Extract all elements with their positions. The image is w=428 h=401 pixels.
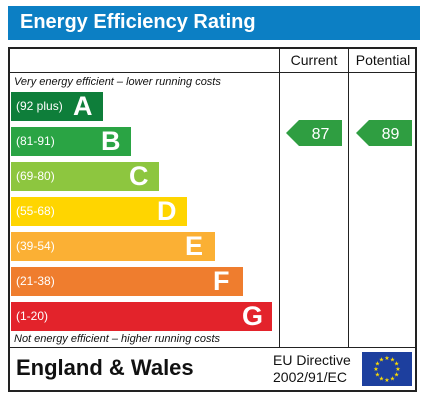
eu-star-icon: ★: [375, 372, 380, 379]
band-a: (92 plus) A: [11, 92, 103, 121]
eu-star-icon: ★: [390, 356, 395, 363]
eu-star-icon: ★: [379, 376, 384, 383]
eu-star-icon: ★: [384, 377, 389, 384]
band-d: (55-68) D: [11, 197, 187, 226]
directive-label: EU Directive 2002/91/EC: [273, 352, 351, 386]
region-label: England & Wales: [16, 355, 194, 380]
column-divider-left: [279, 47, 280, 347]
rating-frame: [8, 47, 417, 392]
band-letter-f: F: [213, 266, 230, 296]
band-g: (1-20) G: [11, 302, 272, 331]
current-arrow-shape: 87: [286, 120, 342, 146]
band-f: (21-38) F: [11, 267, 243, 296]
band-range-e: (39-54): [16, 239, 55, 253]
current-rating-arrow: 87: [286, 120, 342, 146]
band-range-a: (92 plus): [16, 99, 63, 113]
column-divider-right: [348, 47, 349, 347]
band-letter-c: C: [129, 161, 149, 191]
footer-divider: [8, 347, 417, 348]
band-range-d: (55-68): [16, 204, 55, 218]
potential-column-header: Potential: [355, 52, 411, 68]
potential-arrow-polygon: [356, 120, 412, 146]
eu-star-icon: ★: [395, 366, 400, 373]
eu-star-icon: ★: [394, 372, 399, 379]
band-letter-a: A: [73, 91, 93, 121]
potential-rating-value: 89: [382, 126, 400, 143]
current-rating-value: 87: [312, 126, 330, 143]
band-letter-d: D: [157, 196, 177, 226]
band-letter-e: E: [185, 231, 204, 261]
band-range-b: (81-91): [16, 134, 55, 148]
chart-title: Energy Efficiency Rating: [20, 11, 256, 33]
eu-flag-icon: ★ ★ ★ ★ ★ ★ ★ ★ ★ ★ ★ ★: [362, 352, 412, 386]
title-bar: Energy Efficiency Rating: [8, 6, 420, 40]
band-range-f: (21-38): [16, 274, 55, 288]
band-range-c: (69-80): [16, 169, 55, 183]
eu-star-icon: ★: [379, 356, 384, 363]
band-letter-b: B: [101, 126, 121, 156]
band-letter-g: G: [242, 301, 264, 331]
eu-star-icon: ★: [373, 366, 378, 373]
eu-star-icon: ★: [375, 361, 380, 368]
band-range-g: (1-20): [16, 309, 49, 323]
potential-rating-arrow: 89: [356, 120, 412, 146]
band-c: (69-80) C: [11, 162, 159, 191]
current-column-header: Current: [290, 52, 338, 68]
eu-stars-icon: ★★★★★★★★★ ★ ★★: [373, 355, 400, 384]
header-divider: [8, 72, 417, 73]
eu-star-icon: ★: [390, 376, 395, 383]
band-e: (39-54) E: [11, 232, 215, 261]
current-arrow-polygon: [286, 120, 342, 146]
band-b: (81-91) B: [11, 127, 131, 156]
top-note: Very energy efficient – lower running co…: [14, 76, 221, 88]
eu-star-icon: ★: [394, 361, 399, 368]
eu-star-icon: ★: [384, 355, 389, 362]
directive-line-1: EU Directive: [273, 352, 351, 368]
directive-line-2: 2002/91/EC: [273, 369, 347, 385]
bottom-note: Not energy efficient – higher running co…: [14, 333, 221, 345]
potential-arrow-shape: 89: [356, 120, 412, 146]
